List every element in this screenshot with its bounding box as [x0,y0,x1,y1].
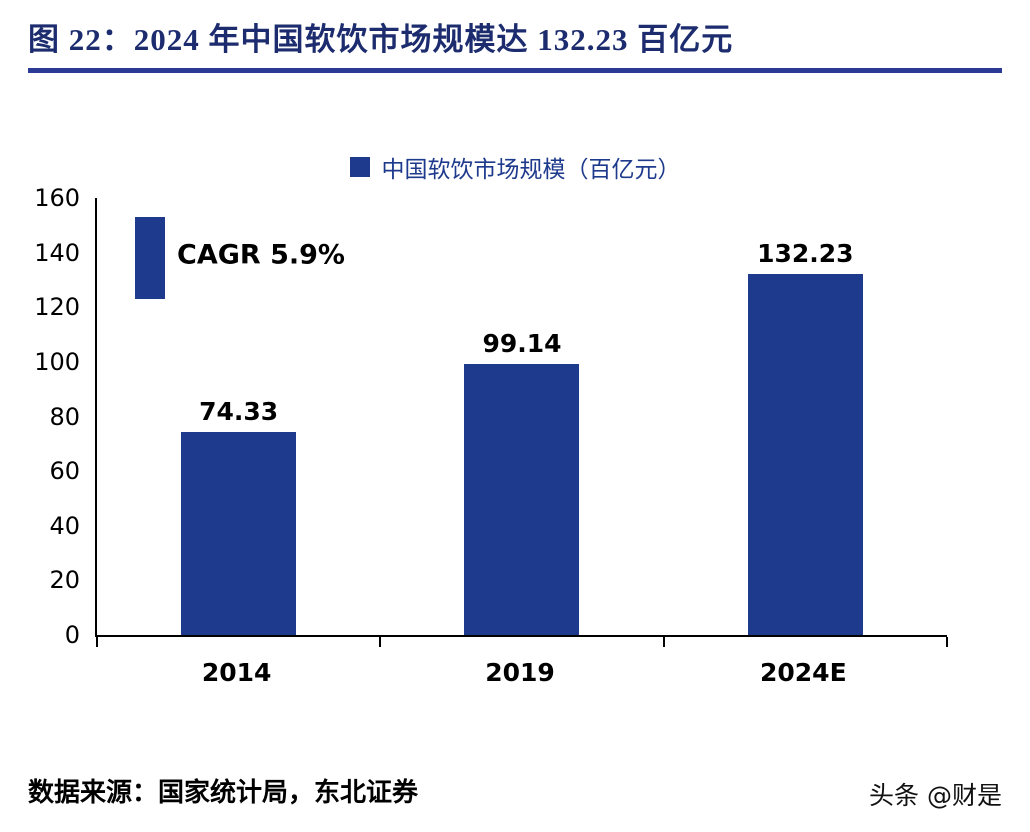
x-axis-category-label: 2019 [485,658,555,687]
y-tick-label: 100 [34,347,80,376]
bars-container: 74.33 99.14 132.23 [97,198,947,635]
y-tick-label: 40 [49,511,80,540]
bar-group: 99.14 [380,198,663,635]
bar [464,364,580,635]
chart-legend: 中国软饮市场规模（百亿元） [0,150,1030,184]
cagr-annotation-label: CAGR 5.9% [177,239,345,271]
x-axis-labels: 2014 2019 2024E [95,658,945,687]
x-axis-category-label: 2024E [759,658,847,687]
bar-group: 74.33 [97,198,380,635]
bar [747,273,863,635]
x-axis-tick [96,637,98,647]
y-tick-label: 0 [64,621,80,649]
legend-swatch-icon [349,157,370,177]
y-tick-label: 120 [34,293,80,322]
x-axis-tick [662,637,665,647]
watermark-text: 头条 @财是 [869,781,1002,810]
y-tick-label: 80 [49,402,80,431]
bar-value-label: 99.14 [482,329,562,359]
y-tick-label: 60 [49,457,80,486]
bar-group: 132.23 [664,198,947,635]
x-axis-tick [946,637,948,647]
title-underline-rule [28,68,1002,73]
y-tick-label: 140 [34,238,80,267]
y-axis: 0 20 40 60 80 100 120 140 160 [14,186,86,647]
data-source-text: 数据来源：国家统计局，东北证券 [28,778,419,807]
bar-value-label: 74.33 [199,397,279,426]
y-tick-label: 160 [34,184,80,212]
cagr-annotation-bar [135,217,165,300]
legend-label: 中国软饮市场规模（百亿元） [381,157,681,183]
y-tick-label: 20 [49,566,80,595]
x-axis-tick [379,637,382,647]
bar-value-label: 132.23 [757,238,854,268]
plot-area: 74.33 99.14 132.23 CAGR 5.9% [95,198,948,647]
x-axis-category-label: 2014 [201,658,272,687]
page-title: 图 22：2024 年中国软饮市场规模达 132.23 百亿元 [28,22,734,57]
bar [181,432,297,635]
